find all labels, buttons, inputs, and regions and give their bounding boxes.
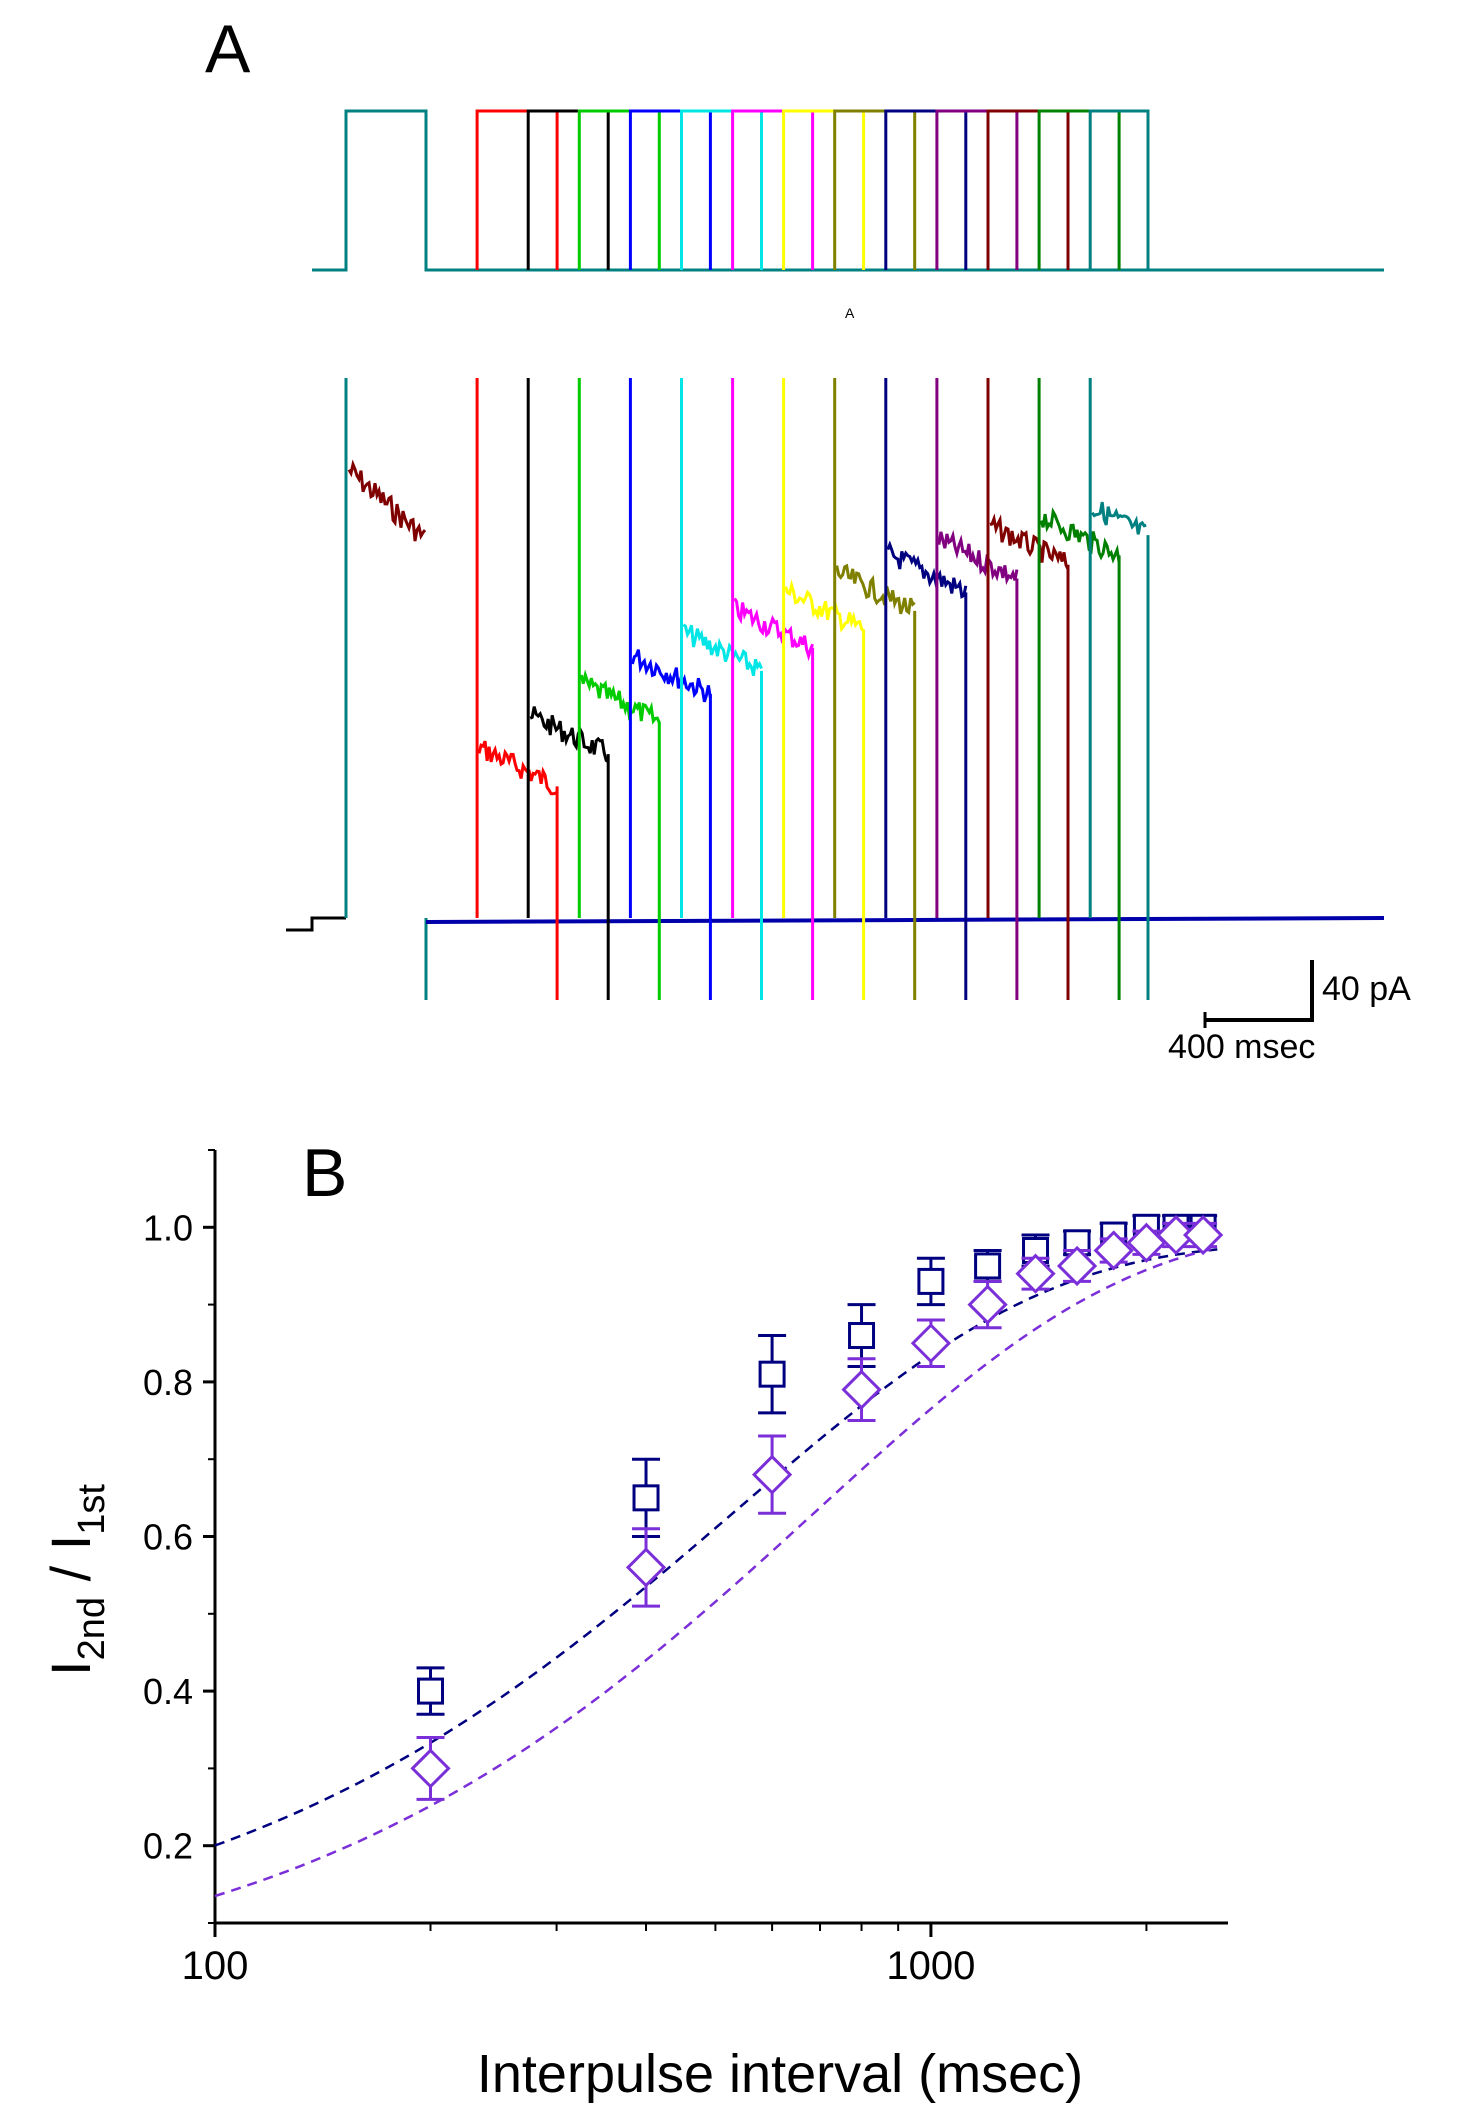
plot-axes: 0.2 0.4 0.6 0.8 1.0 100 1000 [143,1149,1228,1988]
panel-a-label: A [205,11,251,87]
current-trace-1 [529,706,610,763]
point-control-4 [916,1256,945,1307]
current-trace-7 [835,563,916,616]
diamond-marker [910,1323,952,1364]
protocol-pulse-7 [833,109,917,270]
protocol-pulse-1 [526,109,610,270]
square-marker [917,1267,945,1295]
protocol-pulse-3 [628,109,712,270]
y-axis-label: I2nd / I1st [39,1484,113,1676]
current-trace-0 [477,740,558,796]
protocol-pulse-10 [986,109,1070,270]
protocol-pulse-9 [935,109,1019,270]
point-treatment-0 [410,1735,451,1801]
diamond-marker [751,1454,793,1495]
x-axis-label: Interpulse interval (msec) [477,2044,1083,2104]
point-control-3 [847,1303,876,1368]
fit-curve-treatment [214,1246,1218,1898]
diamond-marker [841,1369,882,1410]
point-treatment-11 [1182,1214,1224,1256]
point-control-1 [632,1457,661,1538]
protocol-pulse-8 [884,109,968,270]
y-tick-label-2: 0.6 [143,1517,193,1558]
point-control-5 [973,1248,1002,1283]
scale-bar: 40 pA 400 msec [1168,960,1411,1066]
protocol-pulse-4 [680,109,763,270]
x-tick-label-1: 1000 [886,1944,975,1988]
protocol-pulse-5 [731,109,815,270]
point-treatment-8 [1093,1230,1134,1271]
point-control-0 [416,1666,445,1716]
first-pulse-current [347,459,427,542]
protocol-pulse-0 [475,109,559,270]
point-control-2 [758,1334,787,1415]
diamond-marker [967,1284,1008,1325]
point-treatment-7 [1056,1245,1098,1287]
panel-b-label: B [302,1135,347,1211]
protocol-first-pulse [312,109,1384,272]
current-trace-9 [937,529,1019,586]
protocol-pulse-2 [577,109,661,270]
current-trace-8 [886,540,968,599]
point-treatment-4 [910,1318,952,1368]
current-trace-3 [630,649,712,703]
diamond-marker [1093,1230,1134,1271]
point-treatment-6 [1015,1253,1056,1294]
diamond-marker [410,1748,451,1789]
current-baseline-start [286,916,346,932]
current-trace-2 [579,669,661,725]
square-marker [417,1677,445,1705]
voltage-protocol-traces [312,109,1384,272]
y-tick-label-1: 0.4 [143,1671,193,1712]
scale-bar-current-label: 40 pA [1322,970,1411,1008]
square-marker [974,1252,1002,1280]
square-marker [758,1360,786,1388]
fit-curves [214,1246,1218,1898]
panel-a-small-label: A [845,305,855,321]
point-treatment-10 [1155,1214,1197,1256]
scale-bar-time-label: 400 msec [1168,1028,1315,1066]
data-points [410,1213,1224,1801]
point-treatment-2 [751,1434,793,1515]
diamond-marker [625,1547,667,1588]
diamond-marker [1015,1253,1056,1294]
x-tick-label-0: 100 [182,1944,249,1988]
diamond-marker [1155,1214,1197,1256]
current-trace-4 [682,623,763,677]
protocol-pulse-6 [782,109,866,270]
current-trace-10 [989,513,1070,570]
protocol-pulse-12 [1088,109,1150,270]
current-trace-11 [1039,507,1121,564]
y-tick-label-4: 1.0 [143,1207,193,1248]
point-treatment-3 [841,1357,882,1423]
current-baseline-end [425,916,1385,924]
protocol-pulse-11 [1037,109,1121,270]
diamond-marker [1056,1245,1098,1287]
y-tick-label-3: 0.8 [143,1362,193,1403]
current-traces [286,378,1385,1000]
current-trace-12 [1090,501,1147,535]
y-tick-label-0: 0.2 [143,1826,193,1867]
fit-curve-control [214,1248,1218,1847]
point-treatment-1 [625,1527,667,1608]
square-marker [632,1484,660,1512]
current-trace-6 [784,579,865,633]
diamond-marker [1182,1214,1224,1256]
current-trace-5 [733,597,814,662]
square-marker [848,1322,876,1350]
point-treatment-5 [967,1279,1008,1330]
point-treatment-9 [1126,1222,1167,1263]
